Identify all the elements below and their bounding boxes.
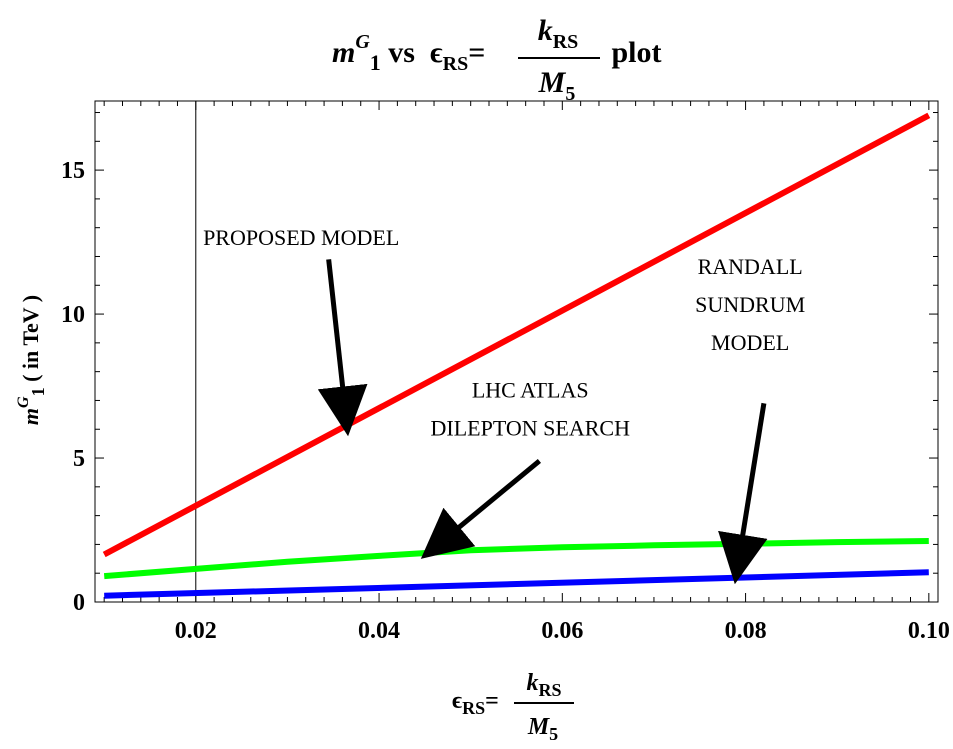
xlabel-eps-sub: RS <box>462 698 485 718</box>
title-den-sub: 5 <box>565 83 575 105</box>
annotation-rs-label: SUNDRUM <box>695 292 805 317</box>
y-tick-label: 10 <box>61 302 85 328</box>
annotation-proposed-arrow <box>317 259 368 437</box>
axis-ticks <box>95 101 938 603</box>
svg-text:M5: M5 <box>538 66 576 105</box>
y-axis-label: mG1 ( in TeV ) <box>15 295 48 425</box>
annotation-rs-label: RANDALL <box>698 254 803 279</box>
annotation-lhc-label: LHC ATLAS <box>472 378 589 403</box>
xlabel-eq: = <box>485 688 499 714</box>
axis-tick-labels: 0.02 0.04 0.06 0.08 0.10 0 5 10 15 <box>61 158 950 644</box>
series-line-proposed <box>102 112 931 558</box>
title-eps: ϵ <box>430 36 443 69</box>
chart-title: mG1 vs ϵRS= kRS M5 plot <box>332 14 662 105</box>
xlabel-eps: ϵ <box>452 688 462 714</box>
y-tick-label: 0 <box>73 590 85 616</box>
svg-text:mG1 ( in TeV ): mG1 ( in TeV ) <box>15 295 48 425</box>
x-tick-label: 0.04 <box>358 618 400 644</box>
x-tick-label: 0.10 <box>908 618 950 644</box>
title-sub: 1 <box>370 50 381 75</box>
title-eps-sub: RS <box>443 53 469 75</box>
xlabel-den-sub: 5 <box>549 724 558 744</box>
annotation-lhc-label: DILEPTON SEARCH <box>431 416 631 441</box>
annotations-group: PROPOSED MODEL LHC ATLAS DILEPTON SEARCH RA… <box>203 225 805 585</box>
y-tick-label: 5 <box>73 446 85 472</box>
ylabel-sup: G <box>15 396 32 408</box>
title-den: M <box>538 66 567 99</box>
series-group <box>102 112 931 599</box>
svg-text:plot: plot <box>604 36 662 69</box>
annotation-rs-arrow <box>718 402 768 585</box>
title-m: m <box>332 36 355 69</box>
xlabel-num: k <box>526 670 538 696</box>
series-line-rs <box>104 569 929 599</box>
series-line-lhc <box>103 538 929 580</box>
annotation-rs-label: MODEL <box>711 330 789 355</box>
ylabel-m: m <box>18 408 43 425</box>
title-suffix: plot <box>604 36 662 69</box>
annotation-lhc-arrow <box>420 458 541 559</box>
title-vs: vs <box>381 36 430 69</box>
annotation-proposed-label: PROPOSED MODEL <box>203 225 399 250</box>
svg-text:kRS: kRS <box>526 670 561 700</box>
svg-text:kRS: kRS <box>538 14 579 53</box>
title-num-sub: RS <box>553 31 579 53</box>
x-tick-label: 0.08 <box>725 618 767 644</box>
x-tick-label: 0.06 <box>541 618 583 644</box>
y-tick-label: 15 <box>61 158 85 184</box>
svg-text:M5: M5 <box>527 714 558 744</box>
ylabel-sub: 1 <box>28 387 48 396</box>
title-sup: G <box>355 31 370 53</box>
x-tick-label: 0.02 <box>175 618 217 644</box>
x-axis-label: ϵRS= kRS M5 <box>452 670 574 744</box>
xlabel-den: M <box>527 714 551 740</box>
title-num: k <box>538 14 553 47</box>
xlabel-num-sub: RS <box>538 680 561 700</box>
ylabel-rest: ( in TeV ) <box>18 295 43 388</box>
plot-frame <box>94 100 939 603</box>
title-eq: = <box>468 36 485 69</box>
svg-text:mG1 vs ϵRS=: mG1 vs ϵRS= <box>332 31 485 75</box>
svg-text:ϵRS=: ϵRS= <box>452 688 499 718</box>
